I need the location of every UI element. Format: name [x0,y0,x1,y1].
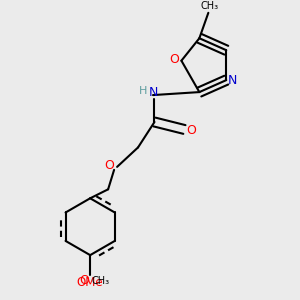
Text: N: N [148,86,158,99]
Text: O: O [79,274,89,287]
Text: O: O [104,159,114,172]
Text: CH₃: CH₃ [201,1,219,11]
Text: H: H [139,86,148,97]
Text: OMe: OMe [77,276,103,289]
Text: O: O [186,124,196,137]
Text: O: O [169,53,179,66]
Text: CH₃: CH₃ [92,276,110,286]
Text: N: N [228,74,238,87]
